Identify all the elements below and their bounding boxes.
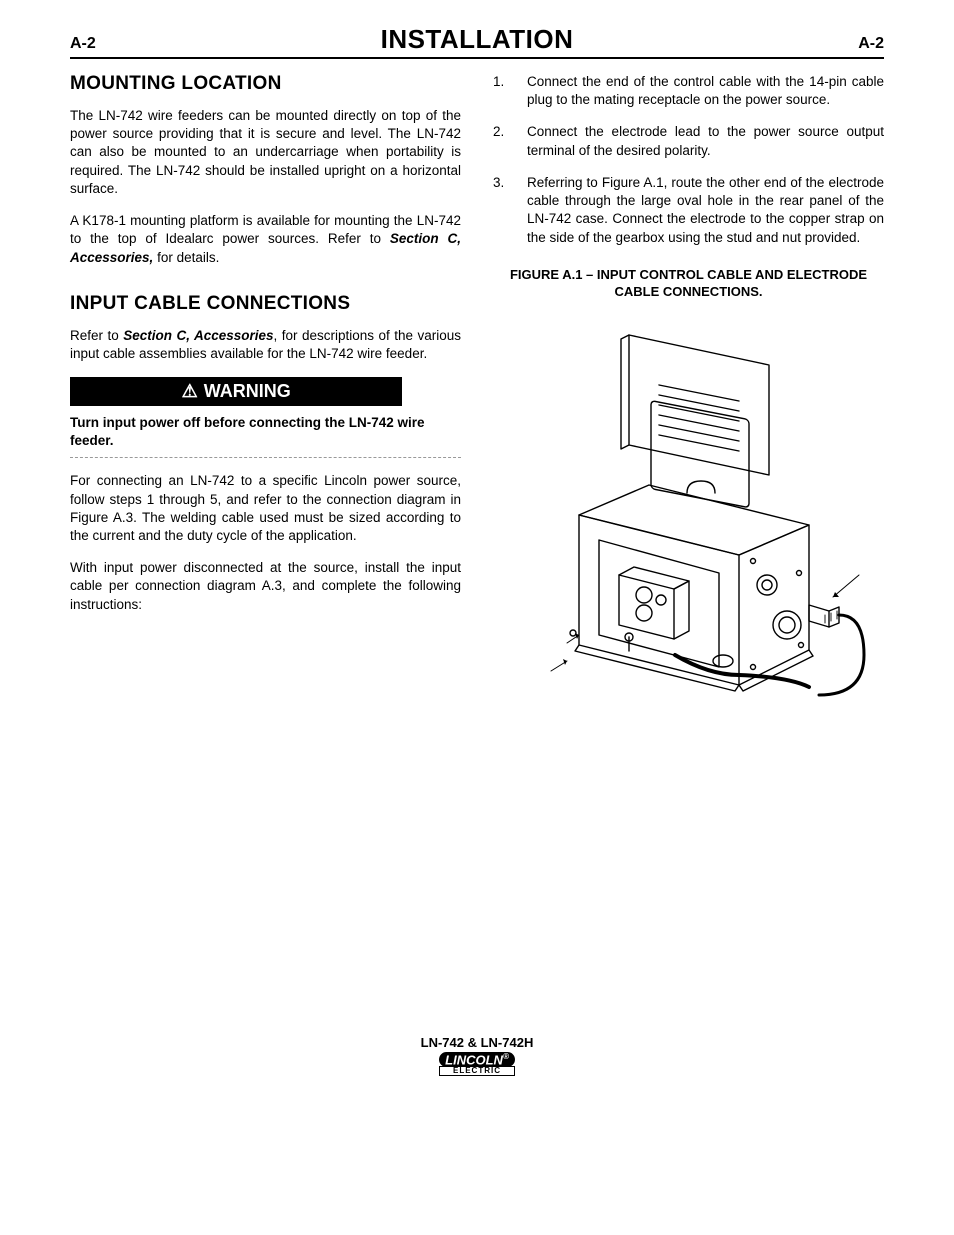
- input-p2: For connecting an LN-742 to a specific L…: [70, 472, 461, 545]
- warning-text: Turn input power off before connecting t…: [70, 414, 461, 449]
- input-p1: Refer to Section C, Accessories, for des…: [70, 327, 461, 363]
- lincoln-logo: LINCOLN® ELECTRIC: [439, 1052, 515, 1076]
- logo-top-text: LINCOLN®: [439, 1052, 515, 1067]
- page-number-left: A-2: [70, 35, 96, 53]
- divider: [70, 457, 461, 458]
- step-3-text: Referring to Figure A.1, route the other…: [527, 174, 884, 247]
- page-number-right: A-2: [858, 35, 884, 53]
- input-p1-pre: Refer to: [70, 328, 123, 343]
- warning-icon: ⚠: [182, 381, 198, 402]
- warning-banner: ⚠ WARNING: [70, 377, 402, 406]
- step-1: 1. Connect the end of the control cable …: [493, 73, 884, 109]
- step-3: 3. Referring to Figure A.1, route the ot…: [493, 174, 884, 247]
- page-footer: LN-742 & LN-742H LINCOLN® ELECTRIC: [70, 1035, 884, 1078]
- page-title: INSTALLATION: [381, 24, 574, 55]
- steps-list: 1. Connect the end of the control cable …: [493, 73, 884, 247]
- step-1-text: Connect the end of the control cable wit…: [527, 73, 884, 109]
- content-columns: MOUNTING LOCATION The LN-742 wire feeder…: [70, 73, 884, 715]
- step-3-num: 3.: [493, 174, 527, 247]
- mounting-p2-post: for details.: [153, 250, 219, 265]
- input-cable-heading: INPUT CABLE CONNECTIONS: [70, 293, 461, 315]
- step-1-num: 1.: [493, 73, 527, 109]
- footer-model: LN-742 & LN-742H: [70, 1035, 884, 1050]
- mounting-p1: The LN-742 wire feeders can be mounted d…: [70, 107, 461, 198]
- step-2-text: Connect the electrode lead to the power …: [527, 123, 884, 159]
- warning-label: WARNING: [204, 381, 291, 402]
- wire-feeder-diagram: [509, 315, 869, 715]
- figure-a1: [493, 315, 884, 715]
- step-2: 2. Connect the electrode lead to the pow…: [493, 123, 884, 159]
- input-p1-bold: Section C, Accessories: [123, 328, 273, 343]
- left-column: MOUNTING LOCATION The LN-742 wire feeder…: [70, 73, 461, 715]
- step-2-num: 2.: [493, 123, 527, 159]
- input-p3: With input power disconnected at the sou…: [70, 559, 461, 614]
- page-header: A-2 INSTALLATION A-2: [70, 24, 884, 59]
- right-column: 1. Connect the end of the control cable …: [493, 73, 884, 715]
- mounting-location-heading: MOUNTING LOCATION: [70, 73, 461, 95]
- logo-bottom-text: ELECTRIC: [439, 1066, 515, 1076]
- figure-caption: FIGURE A.1 – INPUT CONTROL CABLE AND ELE…: [493, 267, 884, 301]
- mounting-p2: A K178-1 mounting platform is available …: [70, 212, 461, 267]
